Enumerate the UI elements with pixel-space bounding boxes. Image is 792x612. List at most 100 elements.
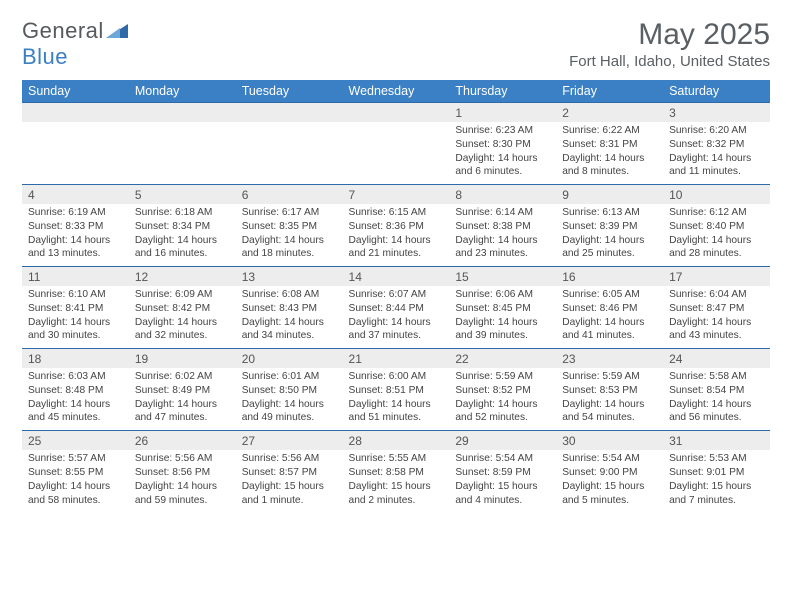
sunset-text: Sunset: 8:52 PM [455,384,550,398]
date-data-cell [129,122,236,185]
date-data-row: Sunrise: 5:57 AMSunset: 8:55 PMDaylight:… [22,450,770,512]
date-number-cell [129,103,236,123]
day1-text: Daylight: 14 hours [135,398,230,412]
sunrise-text: Sunrise: 6:12 AM [669,206,764,220]
day1-text: Daylight: 14 hours [455,234,550,248]
day-header: Wednesday [343,80,450,103]
sunrise-text: Sunrise: 6:00 AM [349,370,444,384]
day2-text: and 34 minutes. [242,329,337,343]
date-data-cell: Sunrise: 6:23 AMSunset: 8:30 PMDaylight:… [449,122,556,185]
day1-text: Daylight: 14 hours [135,234,230,248]
day1-text: Daylight: 14 hours [669,234,764,248]
date-number-cell: 15 [449,267,556,287]
date-number-cell: 31 [663,431,770,451]
sunset-text: Sunset: 8:51 PM [349,384,444,398]
sunset-text: Sunset: 8:38 PM [455,220,550,234]
date-number-cell: 16 [556,267,663,287]
sunrise-text: Sunrise: 6:17 AM [242,206,337,220]
day1-text: Daylight: 14 hours [562,234,657,248]
date-data-cell: Sunrise: 5:59 AMSunset: 8:53 PMDaylight:… [556,368,663,431]
date-data-cell: Sunrise: 6:18 AMSunset: 8:34 PMDaylight:… [129,204,236,267]
sunset-text: Sunset: 8:56 PM [135,466,230,480]
date-data-cell: Sunrise: 6:00 AMSunset: 8:51 PMDaylight:… [343,368,450,431]
sunrise-text: Sunrise: 6:10 AM [28,288,123,302]
date-number-cell [236,103,343,123]
sunset-text: Sunset: 8:46 PM [562,302,657,316]
sunrise-text: Sunrise: 6:03 AM [28,370,123,384]
date-number-cell: 5 [129,185,236,205]
date-data-cell: Sunrise: 6:10 AMSunset: 8:41 PMDaylight:… [22,286,129,349]
sunset-text: Sunset: 8:58 PM [349,466,444,480]
date-data-cell: Sunrise: 6:03 AMSunset: 8:48 PMDaylight:… [22,368,129,431]
day-header: Sunday [22,80,129,103]
day-header: Saturday [663,80,770,103]
date-number-cell: 19 [129,349,236,369]
sunrise-text: Sunrise: 5:57 AM [28,452,123,466]
sunset-text: Sunset: 9:00 PM [562,466,657,480]
date-number-cell: 23 [556,349,663,369]
date-data-cell: Sunrise: 6:13 AMSunset: 8:39 PMDaylight:… [556,204,663,267]
day1-text: Daylight: 14 hours [242,398,337,412]
date-data-cell: Sunrise: 6:09 AMSunset: 8:42 PMDaylight:… [129,286,236,349]
sunset-text: Sunset: 8:40 PM [669,220,764,234]
sunset-text: Sunset: 8:35 PM [242,220,337,234]
sunset-text: Sunset: 8:49 PM [135,384,230,398]
day1-text: Daylight: 14 hours [562,398,657,412]
sunset-text: Sunset: 8:44 PM [349,302,444,316]
date-number-cell: 12 [129,267,236,287]
day1-text: Daylight: 14 hours [135,316,230,330]
day2-text: and 28 minutes. [669,247,764,261]
day1-text: Daylight: 14 hours [455,152,550,166]
date-data-cell: Sunrise: 5:56 AMSunset: 8:57 PMDaylight:… [236,450,343,512]
logo-text-blue: Blue [22,44,68,69]
day2-text: and 41 minutes. [562,329,657,343]
date-number-cell: 30 [556,431,663,451]
date-number-cell [343,103,450,123]
date-number-cell: 28 [343,431,450,451]
sunrise-text: Sunrise: 5:53 AM [669,452,764,466]
day2-text: and 21 minutes. [349,247,444,261]
day2-text: and 47 minutes. [135,411,230,425]
date-number-row: 25262728293031 [22,431,770,451]
date-number-cell: 27 [236,431,343,451]
day1-text: Daylight: 14 hours [135,480,230,494]
date-number-cell: 18 [22,349,129,369]
date-data-cell: Sunrise: 6:05 AMSunset: 8:46 PMDaylight:… [556,286,663,349]
date-number-cell: 9 [556,185,663,205]
sunset-text: Sunset: 8:32 PM [669,138,764,152]
day2-text: and 18 minutes. [242,247,337,261]
sunset-text: Sunset: 8:42 PM [135,302,230,316]
header: General Blue May 2025 Fort Hall, Idaho, … [22,18,770,70]
day1-text: Daylight: 14 hours [562,316,657,330]
sunrise-text: Sunrise: 5:54 AM [455,452,550,466]
day1-text: Daylight: 14 hours [242,316,337,330]
date-data-cell: Sunrise: 6:06 AMSunset: 8:45 PMDaylight:… [449,286,556,349]
sunset-text: Sunset: 8:30 PM [455,138,550,152]
day2-text: and 5 minutes. [562,494,657,508]
day2-text: and 37 minutes. [349,329,444,343]
day-header: Monday [129,80,236,103]
date-number-cell: 3 [663,103,770,123]
month-title: May 2025 [569,18,770,51]
date-data-cell: Sunrise: 6:14 AMSunset: 8:38 PMDaylight:… [449,204,556,267]
sunrise-text: Sunrise: 6:07 AM [349,288,444,302]
date-number-cell: 13 [236,267,343,287]
day2-text: and 43 minutes. [669,329,764,343]
date-number-cell: 10 [663,185,770,205]
day1-text: Daylight: 15 hours [562,480,657,494]
sunrise-text: Sunrise: 6:05 AM [562,288,657,302]
logo-triangle-icon [106,18,128,43]
sunrise-text: Sunrise: 6:04 AM [669,288,764,302]
sunset-text: Sunset: 8:34 PM [135,220,230,234]
calendar-table: SundayMondayTuesdayWednesdayThursdayFrid… [22,80,770,512]
date-number-cell [22,103,129,123]
sunset-text: Sunset: 8:33 PM [28,220,123,234]
day2-text: and 13 minutes. [28,247,123,261]
date-number-cell: 11 [22,267,129,287]
date-data-cell: Sunrise: 6:02 AMSunset: 8:49 PMDaylight:… [129,368,236,431]
day2-text: and 49 minutes. [242,411,337,425]
sunset-text: Sunset: 8:59 PM [455,466,550,480]
date-data-cell: Sunrise: 5:54 AMSunset: 8:59 PMDaylight:… [449,450,556,512]
date-data-cell: Sunrise: 6:20 AMSunset: 8:32 PMDaylight:… [663,122,770,185]
day2-text: and 54 minutes. [562,411,657,425]
